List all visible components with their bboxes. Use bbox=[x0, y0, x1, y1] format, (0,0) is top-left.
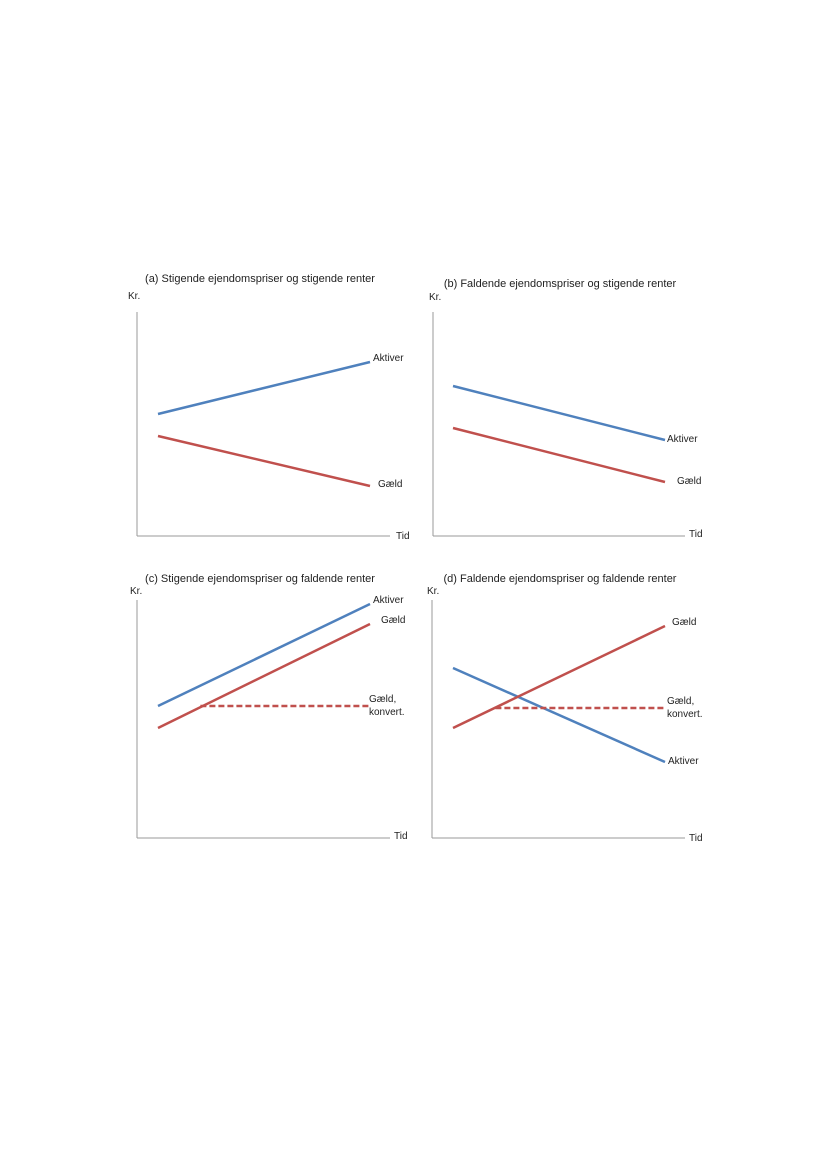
series-line-aktiver bbox=[157, 602, 371, 708]
chart-panel-c: (c) Stigende ejendomspriser og faldende … bbox=[120, 572, 420, 852]
series-line-aktiver bbox=[452, 384, 666, 442]
series-line-aktiver bbox=[157, 360, 371, 416]
y-axis-label: Kr. bbox=[130, 586, 143, 597]
y-axis-label: Kr. bbox=[128, 291, 141, 302]
series-label: Gæld, konvert. bbox=[667, 696, 703, 720]
x-axis-label: Tid bbox=[689, 833, 703, 844]
series-line-gaeld bbox=[157, 434, 371, 488]
x-axis-label: Tid bbox=[394, 831, 408, 842]
series-label: Aktiver bbox=[668, 756, 699, 767]
series-line-aktiver bbox=[452, 666, 666, 764]
chart-panel-b: (b) Faldende ejendomspriser og stigende … bbox=[415, 277, 715, 557]
chart-panel-d: (d) Faldende ejendomspriser og faldende … bbox=[415, 572, 715, 852]
series-label: Aktiver bbox=[373, 595, 404, 606]
x-axis-label: Tid bbox=[396, 531, 410, 542]
chart-svg bbox=[136, 600, 390, 839]
chart-svg bbox=[136, 312, 390, 537]
series-label: Gæld bbox=[381, 615, 406, 626]
y-axis-label: Kr. bbox=[427, 586, 440, 597]
series-label: Gæld, konvert. bbox=[369, 694, 405, 718]
chart-panel-a: (a) Stigende ejendomspriser og stigende … bbox=[120, 272, 420, 552]
series-label: Aktiver bbox=[373, 353, 404, 364]
series-line-gaeld bbox=[452, 624, 666, 730]
chart-svg bbox=[431, 600, 685, 839]
chart-title: (b) Faldende ejendomspriser og stigende … bbox=[443, 278, 677, 290]
y-axis-label: Kr. bbox=[429, 292, 442, 303]
chart-title: (a) Stigende ejendomspriser og stigende … bbox=[145, 273, 375, 285]
x-axis-label: Tid bbox=[689, 529, 703, 540]
series-line-gaeld bbox=[157, 622, 371, 730]
series-label: Gæld bbox=[677, 476, 702, 487]
chart-svg bbox=[432, 312, 685, 537]
series-line-gaeld bbox=[452, 426, 666, 484]
series-label: Gæld bbox=[378, 479, 403, 490]
chart-title: (d) Faldende ejendomspriser og faldende … bbox=[443, 573, 677, 585]
series-label: Aktiver bbox=[667, 434, 698, 445]
chart-title: (c) Stigende ejendomspriser og faldende … bbox=[145, 573, 375, 585]
series-label: Gæld bbox=[672, 617, 697, 628]
